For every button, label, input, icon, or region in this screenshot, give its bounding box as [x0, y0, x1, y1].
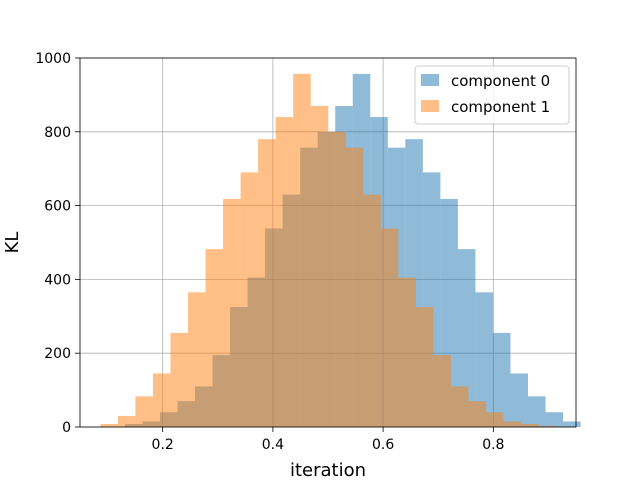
bar-series-1-bin-15	[363, 194, 381, 427]
x-tick-label-3: 0.8	[482, 437, 504, 453]
y-tick-label-5: 1000	[35, 51, 71, 67]
axis-ticks: 0.2 0.4 0.6 0.8 0 200 400 600 800 1000	[35, 51, 504, 453]
bar-series-0-bin-21	[492, 332, 511, 427]
plot-frame	[79, 57, 577, 428]
y-tick-label-1: 200	[44, 346, 71, 362]
y-tick-label-2: 400	[44, 272, 71, 288]
bar-series-0-bin-23	[527, 396, 546, 427]
bar-series-1-bin-21	[468, 401, 486, 427]
bar-series-1-bin-9	[258, 139, 276, 427]
bar-series-1-bin-17	[398, 277, 416, 427]
histogram-bars	[100, 73, 581, 428]
legend-label-component-1: component 1	[451, 98, 550, 116]
bar-series-1-bin-23	[503, 421, 521, 427]
bar-series-1-bin-1	[117, 415, 136, 427]
bar-series-1-bin-24	[520, 424, 539, 427]
bar-series-0-bin-24	[545, 412, 564, 427]
bar-series-1-bin-14	[345, 147, 364, 428]
y-axis-label: KL	[2, 232, 23, 254]
bar-series-1-bin-8	[240, 172, 259, 427]
bar-series-1-bin-2	[135, 396, 153, 427]
x-tick-label-2: 0.6	[372, 437, 394, 453]
bar-series-1-bin-4	[170, 332, 189, 427]
y-tick-label-3: 600	[44, 199, 71, 215]
bar-series-1-bin-18	[415, 307, 434, 427]
bar-series-1-bin-0	[100, 424, 118, 427]
x-tick-label-0: 0.2	[152, 437, 174, 453]
legend-swatch-component-0	[421, 74, 439, 86]
x-tick-label-1: 0.4	[262, 437, 284, 453]
bar-series-1-bin-20	[450, 386, 469, 427]
x-axis-label: iteration	[290, 460, 366, 480]
y-tick-label-0: 0	[62, 420, 71, 436]
legend-label-component-0: component 0	[451, 72, 550, 90]
bar-series-1-bin-3	[152, 373, 171, 427]
bar-series-1-bin-25	[538, 425, 557, 427]
bar-series-1-bin-11	[293, 73, 311, 427]
bar-series-1-bin-7	[223, 198, 241, 427]
bar-series-1-bin-12	[310, 105, 329, 427]
bar-series-0-bin-25	[563, 421, 581, 427]
bar-series-0-bin-19	[457, 249, 476, 427]
bar-series-1-bin-22	[485, 412, 504, 427]
bar-series-1-bin-6	[205, 249, 224, 427]
legend-swatch-component-1	[421, 100, 439, 112]
y-tick-label-4: 800	[44, 125, 71, 141]
legend: component 0 component 1	[414, 65, 570, 125]
bar-series-1-bin-10	[275, 117, 294, 427]
bar-series-0-bin-20	[475, 292, 493, 427]
bar-series-1-bin-16	[380, 228, 399, 427]
bar-series-1-bin-5	[188, 292, 206, 427]
bar-series-1-bin-13	[328, 131, 346, 428]
legend-frame	[414, 65, 570, 125]
bar-series-0-bin-22	[510, 373, 528, 427]
bar-series-1-bin-19	[433, 355, 451, 427]
